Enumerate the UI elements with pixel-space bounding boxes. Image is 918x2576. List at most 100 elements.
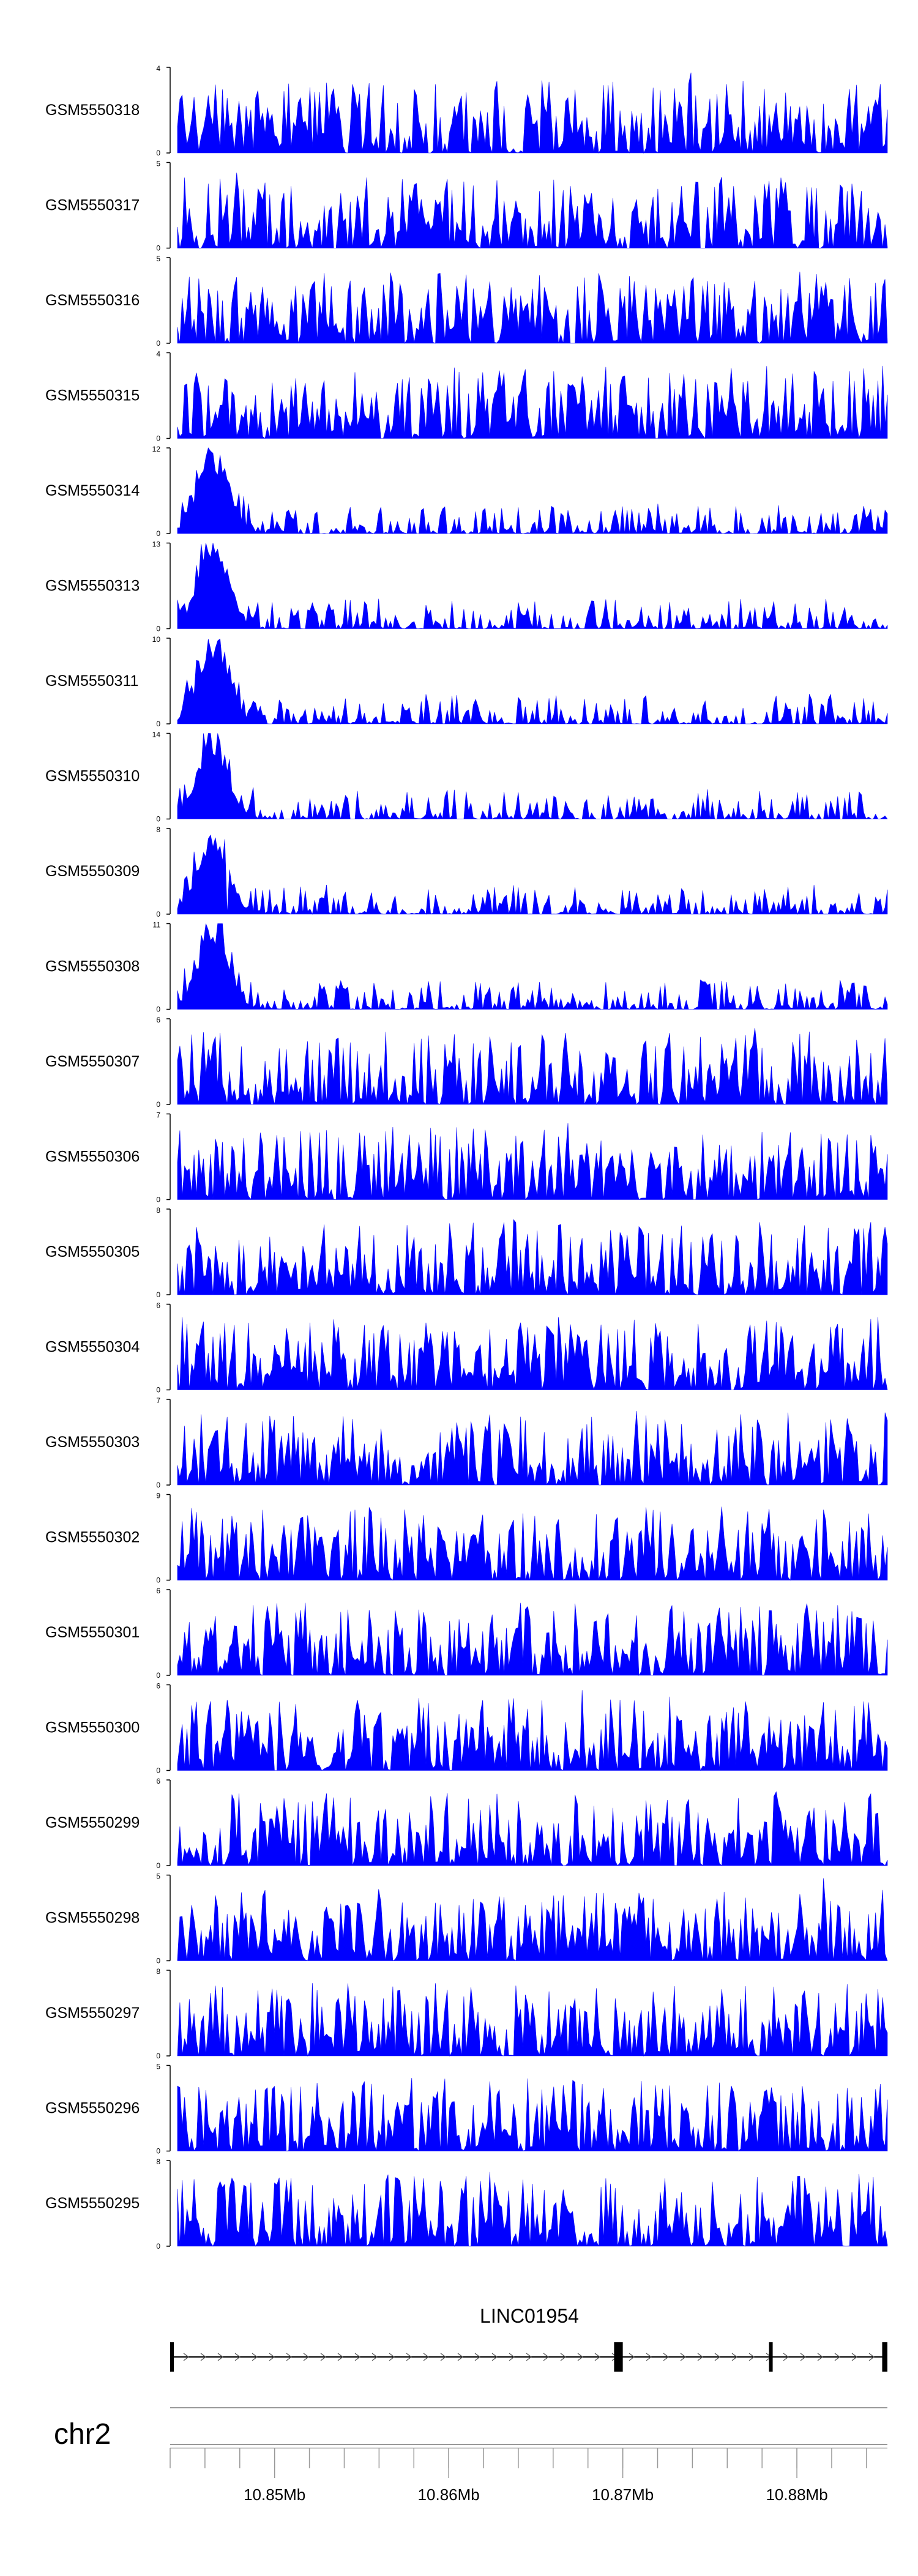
strand-arrow xyxy=(491,2353,498,2361)
strand-arrow xyxy=(560,2353,566,2361)
gene-exon xyxy=(170,2342,174,2372)
track-label: GSM5550301 xyxy=(45,1624,140,1641)
track-ymax-label: 13 xyxy=(152,540,161,549)
coverage-signal xyxy=(177,1791,888,1866)
track-label: GSM5550295 xyxy=(45,2195,140,2212)
gene-name-label: LINC01954 xyxy=(480,2305,579,2327)
track-ymax-label: 6 xyxy=(156,1587,160,1595)
coverage-signal xyxy=(177,1603,888,1677)
coverage-track: GSM5550314 12 0 xyxy=(45,445,888,538)
coverage-track: GSM5550308 11 0 xyxy=(45,921,888,1014)
track-label: GSM5550314 xyxy=(45,482,140,499)
coverage-signal xyxy=(177,447,888,534)
coverage-signal xyxy=(177,173,888,249)
coverage-signal xyxy=(177,543,888,630)
track-ymax-label: 7 xyxy=(156,1396,160,1405)
strand-arrow xyxy=(851,2353,857,2361)
track-label: GSM5550318 xyxy=(45,102,140,119)
track-ymax-label: 7 xyxy=(156,1111,160,1120)
coverage-track: GSM5550303 7 0 xyxy=(45,1396,888,1489)
coverage-signal xyxy=(177,1028,888,1105)
track-ymin-label: 0 xyxy=(156,1005,160,1014)
coverage-signal xyxy=(177,733,888,820)
track-label: GSM5550302 xyxy=(45,1529,140,1546)
track-ymin-label: 0 xyxy=(156,1861,160,1870)
track-ymax-label: 5 xyxy=(156,2063,160,2071)
track-ymax-label: 5 xyxy=(156,1872,160,1881)
track-ymax-label: 4 xyxy=(156,64,160,73)
track-ymin-label: 0 xyxy=(156,149,160,157)
coverage-signal xyxy=(177,1317,888,1390)
strand-arrow xyxy=(269,2353,275,2361)
strand-arrow xyxy=(389,2353,395,2361)
strand-arrow xyxy=(457,2353,463,2361)
track-ymin-label: 0 xyxy=(156,2242,160,2250)
tick-label: 10.86Mb xyxy=(418,2485,480,2504)
track-label: GSM5550316 xyxy=(45,292,140,309)
coverage-signal xyxy=(177,271,888,344)
coverage-track: GSM5550316 5 0 xyxy=(45,255,888,348)
coverage-signal xyxy=(177,1878,888,1962)
track-ymax-label: 6 xyxy=(156,1777,160,1785)
track-ymax-label: 10 xyxy=(152,635,161,644)
track-ymax-label: 8 xyxy=(156,2157,160,2166)
strand-arrow xyxy=(371,2353,378,2361)
track-label: GSM5550309 xyxy=(45,863,140,880)
track-ymax-label: 11 xyxy=(153,921,161,929)
gene-exon xyxy=(614,2342,623,2372)
track-label: GSM5550305 xyxy=(45,1243,140,1260)
coverage-track: GSM5550307 6 0 xyxy=(45,1016,888,1109)
coverage-track: GSM5550296 5 0 xyxy=(45,2063,888,2156)
gene-exon xyxy=(769,2342,773,2372)
track-ymin-label: 0 xyxy=(156,1766,160,1775)
coverage-track: GSM5550305 8 0 xyxy=(45,1206,888,1299)
strand-arrow xyxy=(663,2353,669,2361)
track-ymin-label: 0 xyxy=(156,625,160,633)
coverage-signal xyxy=(177,1123,888,1201)
coverage-track: GSM5550311 10 0 xyxy=(45,635,888,728)
track-label: GSM5550313 xyxy=(45,578,140,595)
track-ymin-label: 0 xyxy=(156,910,160,918)
track-ymin-label: 0 xyxy=(156,1576,160,1585)
strand-arrow xyxy=(543,2353,549,2361)
track-ymin-label: 0 xyxy=(156,529,160,538)
gene-exon xyxy=(882,2342,887,2372)
coverage-track: GSM5550301 6 0 xyxy=(45,1587,888,1680)
strand-arrow xyxy=(509,2353,515,2361)
strand-arrow xyxy=(286,2353,292,2361)
coverage-track: GSM5550302 9 0 xyxy=(45,1492,888,1585)
coverage-track: GSM5550315 4 0 xyxy=(45,350,888,443)
strand-arrow xyxy=(217,2353,223,2361)
track-label: GSM5550306 xyxy=(45,1148,140,1166)
track-ymin-label: 0 xyxy=(156,815,160,824)
track-label: GSM5550303 xyxy=(45,1434,140,1451)
track-label: GSM5550297 xyxy=(45,2005,140,2022)
track-ymax-label: 12 xyxy=(152,445,161,453)
coverage-track: GSM5550300 6 0 xyxy=(45,1682,888,1775)
tick-label: 10.88Mb xyxy=(766,2485,827,2504)
coverage-signal xyxy=(177,1219,888,1296)
coverage-track: GSM5550297 8 0 xyxy=(45,1967,888,2060)
track-ymax-label: 6 xyxy=(156,1016,160,1024)
track-label: GSM5550311 xyxy=(45,672,138,690)
coverage-signal xyxy=(177,1690,888,1771)
track-ymax-label: 6 xyxy=(156,1301,160,1310)
strand-arrow xyxy=(577,2353,583,2361)
track-ymin-label: 0 xyxy=(156,1671,160,1680)
track-ymax-label: 8 xyxy=(156,825,160,834)
strand-arrow xyxy=(629,2353,635,2361)
strand-arrow xyxy=(337,2353,343,2361)
strand-arrow xyxy=(594,2353,600,2361)
coverage-signal xyxy=(177,1410,888,1486)
coverage-signal xyxy=(177,2172,888,2247)
track-ymin-label: 0 xyxy=(156,2147,160,2156)
strand-arrow xyxy=(200,2353,206,2361)
track-ymin-label: 0 xyxy=(156,1100,160,1109)
coverage-signal xyxy=(177,365,888,439)
coverage-track: GSM5550313 13 0 xyxy=(45,540,888,633)
tick-label: 10.87Mb xyxy=(592,2485,654,2504)
track-ymin-label: 0 xyxy=(156,1290,160,1299)
track-ymin-label: 0 xyxy=(156,1196,160,1204)
track-ymin-label: 0 xyxy=(156,339,160,348)
strand-arrow xyxy=(800,2353,806,2361)
